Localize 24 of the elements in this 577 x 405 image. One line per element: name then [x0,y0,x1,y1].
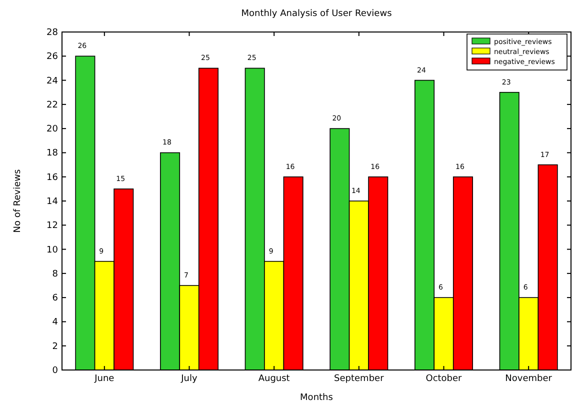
y-tick-label: 12 [46,221,58,232]
y-tick-label: 8 [52,269,58,280]
y-tick-label: 18 [46,148,58,159]
y-tick-label: 4 [52,318,58,328]
x-tick-label: August [258,374,290,384]
x-tick-label: October [426,374,462,384]
y-axis-title: No of Reviews [13,168,23,233]
y-tick-label: 2 [52,342,58,352]
x-tick-label: November [505,374,552,384]
x-tick-label: July [180,374,198,384]
y-tick-label: 28 [46,28,58,38]
y-tick-label: 16 [46,172,58,183]
y-tick-label: 24 [46,76,58,86]
y-tick-label: 0 [52,366,58,376]
y-tick-label: 10 [46,245,58,256]
x-axis-title: Months [300,393,334,403]
x-tick-label: June [94,374,115,384]
y-tick-label: 26 [46,52,58,62]
y-tick-label: 20 [46,124,58,135]
y-tick-label: 6 [52,294,58,304]
chart-title: Monthly Analysis of User Reviews [241,9,392,19]
y-tick-label: 14 [46,197,58,207]
x-tick-label: September [334,374,384,384]
y-tick-label: 22 [46,100,58,110]
